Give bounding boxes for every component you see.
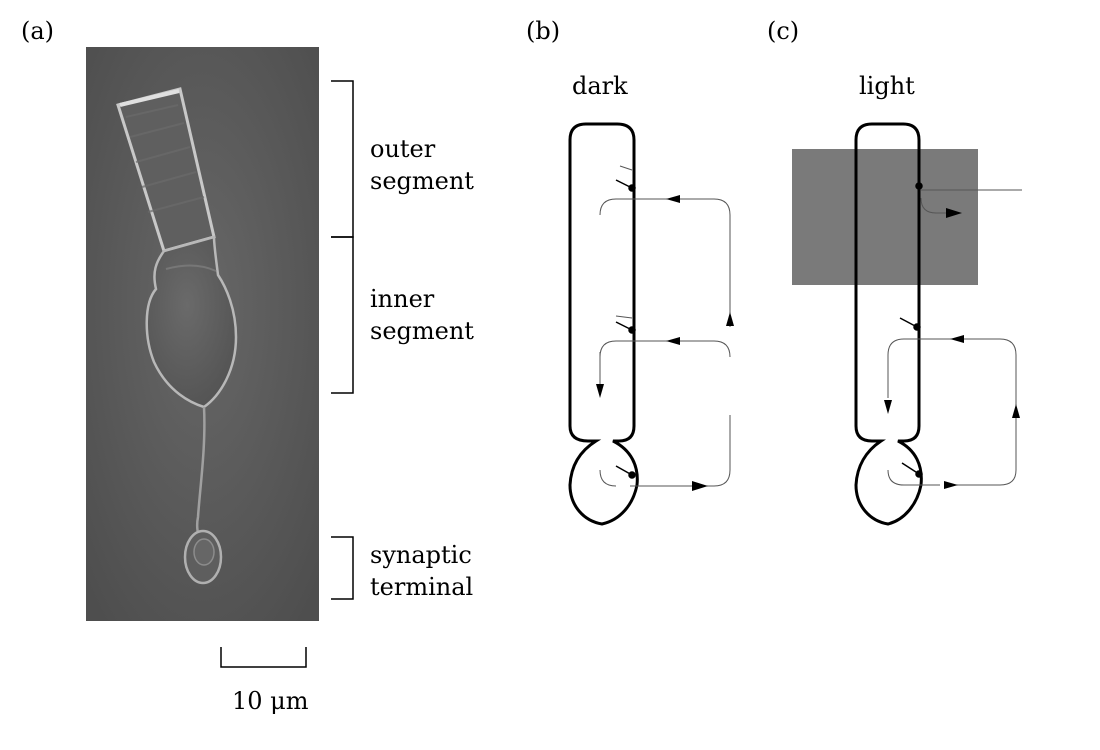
light-cell-outline: [854, 122, 923, 526]
dark-title: dark: [572, 72, 628, 100]
outer-segment-label-line1: outer: [370, 135, 436, 163]
panel-a-label: (a): [21, 17, 55, 45]
scale-bar-label: 10 μm: [232, 687, 309, 715]
dark-current-paths: [599, 165, 731, 487]
dark-circuit-diagram: [568, 122, 734, 526]
panel-c-label: (c): [767, 17, 800, 45]
dark-cell-outline: [568, 122, 639, 526]
light-stimulus-rect: [792, 149, 978, 285]
inner-segment-shape: [145, 235, 238, 409]
inner-segment-label-line2: segment: [370, 317, 474, 345]
dark-arrowheads: [596, 195, 734, 491]
inner-segment-label-line1: inner: [370, 285, 435, 313]
light-circuit-diagram: [792, 122, 1022, 526]
light-current-paths: [887, 189, 1022, 486]
photoreceptor-micrograph: [86, 47, 319, 621]
panel-b-label: (b): [526, 17, 561, 45]
synaptic-terminal-label-line2: terminal: [370, 573, 474, 601]
dark-channels: [615, 179, 636, 479]
light-arrowheads: [884, 208, 1020, 489]
scale-bar: [220, 647, 307, 668]
light-channels: [899, 182, 923, 478]
outer-segment-bracket: [331, 80, 354, 238]
synaptic-terminal-shape: [183, 529, 223, 585]
synaptic-terminal-label-line1: synaptic: [370, 541, 472, 569]
light-title: light: [859, 72, 915, 100]
synaptic-terminal-bracket: [331, 536, 354, 600]
inner-segment-bracket: [331, 236, 354, 394]
outer-segment-label-line2: segment: [370, 167, 474, 195]
